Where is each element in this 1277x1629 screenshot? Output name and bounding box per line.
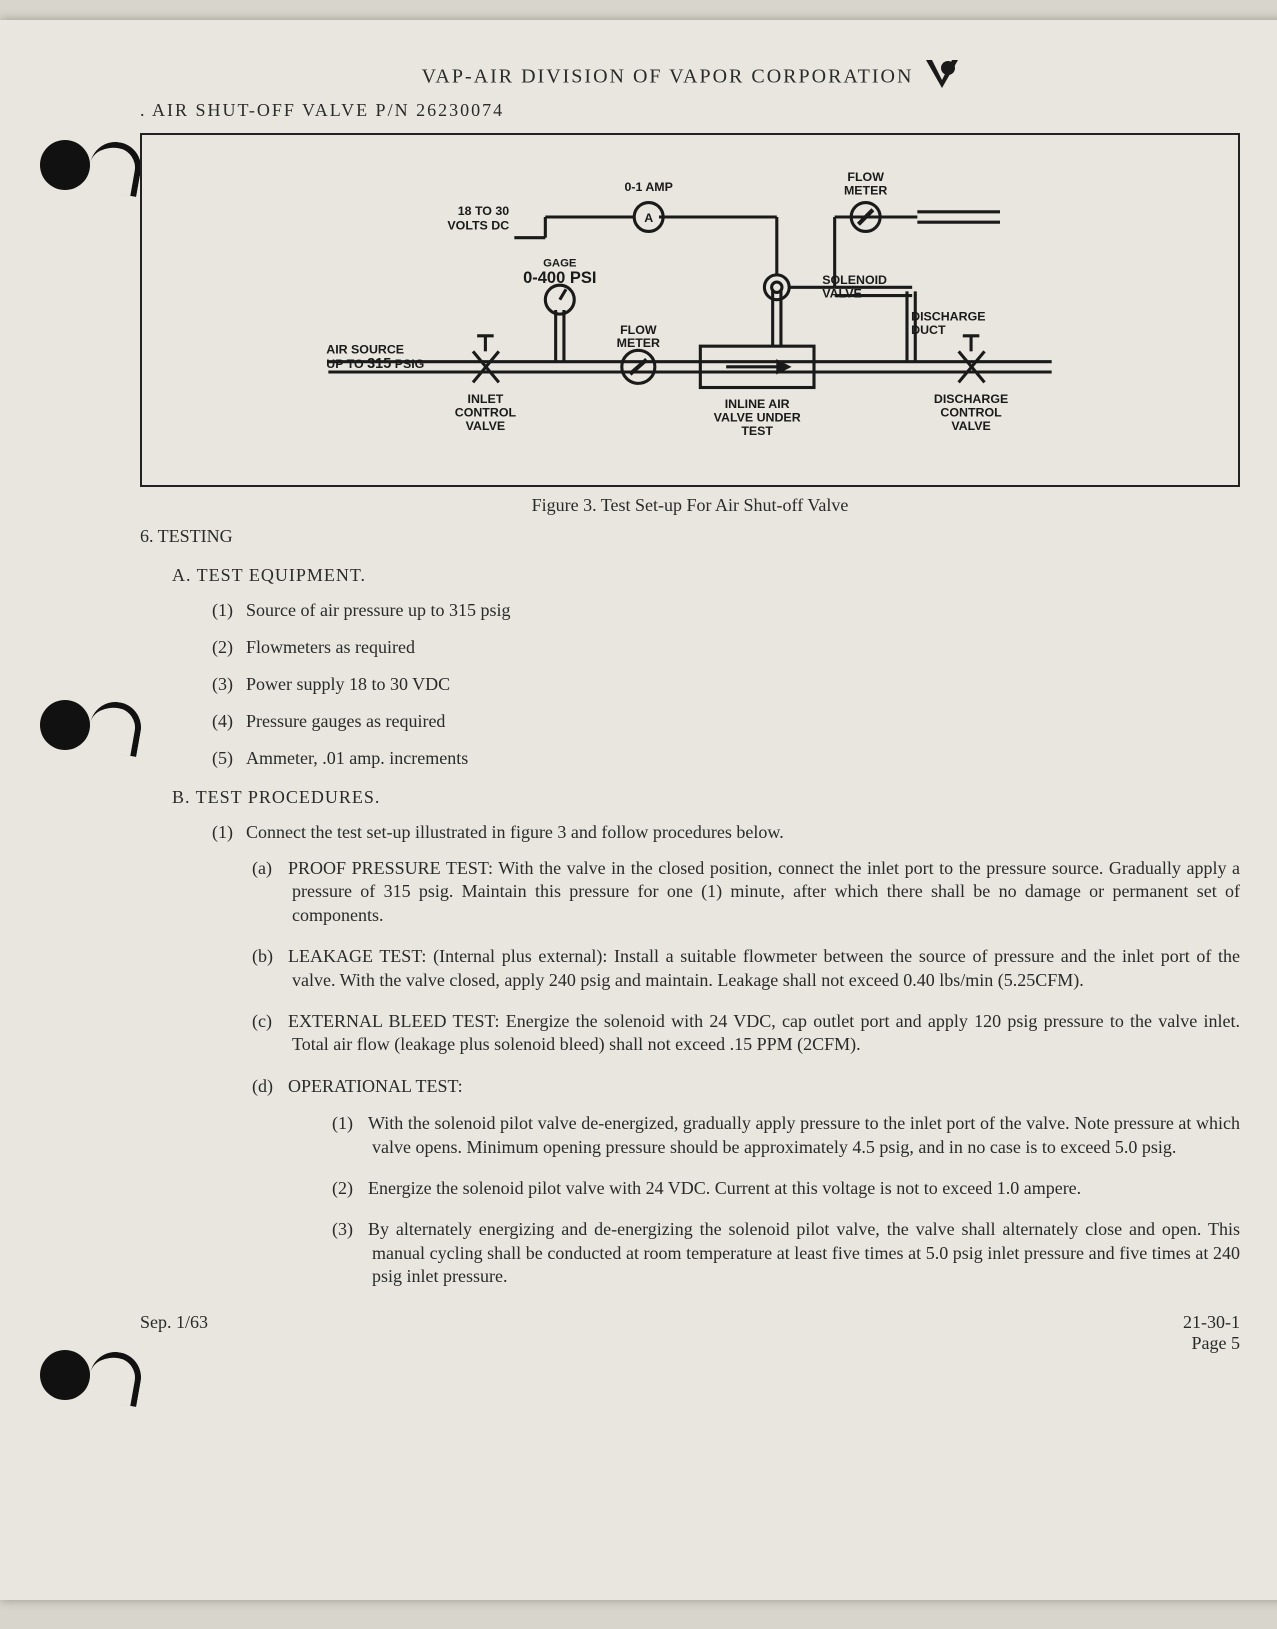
binder-arc <box>86 1348 145 1407</box>
page-subhead: . AIR SHUT-OFF VALVE P/N 26230074 <box>140 100 1240 121</box>
ammeter-label: 0-1 AMP <box>624 180 672 194</box>
svg-text:VALVE: VALVE <box>466 419 505 433</box>
list-item: (2)Energize the solenoid pilot valve wit… <box>332 1177 1240 1200</box>
footer-date: Sep. 1/63 <box>140 1312 208 1354</box>
svg-text:CONTROL: CONTROL <box>455 405 517 419</box>
svg-text:INLINE AIR: INLINE AIR <box>725 397 790 411</box>
binder-arc <box>86 698 145 757</box>
svg-text:METER: METER <box>617 336 660 350</box>
list-item: (1)With the solenoid pilot valve de-ener… <box>332 1112 1240 1159</box>
footer-right: 21-30-1 Page 5 <box>1183 1312 1240 1354</box>
svg-text:FLOW: FLOW <box>847 170 884 184</box>
svg-text:FLOW: FLOW <box>620 323 657 337</box>
document-page: VAP-AIR DIVISION OF VAPOR CORPORATION . … <box>0 20 1277 1600</box>
company-logo-icon <box>926 60 958 96</box>
svg-text:SOLENOID: SOLENOID <box>822 273 887 287</box>
svg-text:INLET: INLET <box>468 392 504 406</box>
sub-procedure-list: (a)PROOF PRESSURE TEST: With the valve i… <box>252 857 1240 1288</box>
list-item: (2)Flowmeters as required <box>212 637 1240 658</box>
subsection-b-heading: B. TEST PROCEDURES. <box>172 787 1240 808</box>
svg-text:VALVE: VALVE <box>951 419 990 433</box>
footer-page: Page 5 <box>1183 1333 1240 1354</box>
svg-text:UP TO 315 PSIG: UP TO 315 PSIG <box>326 356 424 372</box>
figure-3-diagram: 0-1 AMP A 18 TO 30 VOLTS DC GAGE 0-400 P… <box>140 133 1240 487</box>
binder-hole <box>40 140 90 190</box>
list-item: (d)OPERATIONAL TEST: (1)With the solenoi… <box>252 1075 1240 1289</box>
svg-text:VOLTS DC: VOLTS DC <box>447 218 509 232</box>
list-item: (3)By alternately energizing and de-ener… <box>332 1218 1240 1288</box>
svg-text:DISCHARGE: DISCHARGE <box>934 392 1008 406</box>
company-name: VAP-AIR DIVISION OF VAPOR CORPORATION <box>422 66 914 88</box>
footer-code: 21-30-1 <box>1183 1312 1240 1333</box>
equipment-list: (1)Source of air pressure up to 315 psig… <box>212 600 1240 769</box>
figure-caption: Figure 3. Test Set-up For Air Shut-off V… <box>140 495 1240 516</box>
list-item: (5)Ammeter, .01 amp. increments <box>212 748 1240 769</box>
svg-text:CONTROL: CONTROL <box>940 405 1002 419</box>
svg-text:METER: METER <box>844 183 887 197</box>
svg-text:DUCT: DUCT <box>911 323 946 337</box>
svg-text:VALVE UNDER: VALVE UNDER <box>714 411 801 425</box>
list-item: (4)Pressure gauges as required <box>212 711 1240 732</box>
list-item: (1)Connect the test set-up illustrated i… <box>212 822 1240 1288</box>
section-6-heading: 6. TESTING <box>140 526 1240 547</box>
binder-hole <box>40 1350 90 1400</box>
binder-hole <box>40 700 90 750</box>
list-item: (a)PROOF PRESSURE TEST: With the valve i… <box>252 857 1240 927</box>
svg-text:18 TO 30: 18 TO 30 <box>458 204 510 218</box>
list-item: (b)LEAKAGE TEST: (Internal plus external… <box>252 945 1240 992</box>
svg-text:VALVE: VALVE <box>822 287 861 301</box>
svg-text:AIR SOURCE: AIR SOURCE <box>326 342 404 356</box>
svg-text:DISCHARGE: DISCHARGE <box>911 309 985 323</box>
list-item: (3)Power supply 18 to 30 VDC <box>212 674 1240 695</box>
svg-text:0-400 PSI: 0-400 PSI <box>523 268 596 287</box>
operational-test-list: (1)With the solenoid pilot valve de-ener… <box>332 1112 1240 1288</box>
page-footer: Sep. 1/63 21-30-1 Page 5 <box>140 1312 1240 1354</box>
svg-text:TEST: TEST <box>741 424 773 438</box>
procedures-list: (1)Connect the test set-up illustrated i… <box>212 822 1240 1288</box>
list-item: (1)Source of air pressure up to 315 psig <box>212 600 1240 621</box>
svg-text:A: A <box>644 211 653 225</box>
list-item: (c)EXTERNAL BLEED TEST: Energize the sol… <box>252 1010 1240 1057</box>
page-header: VAP-AIR DIVISION OF VAPOR CORPORATION <box>140 60 1240 96</box>
subsection-a-heading: A. TEST EQUIPMENT. <box>172 565 1240 586</box>
binder-arc <box>86 138 145 197</box>
